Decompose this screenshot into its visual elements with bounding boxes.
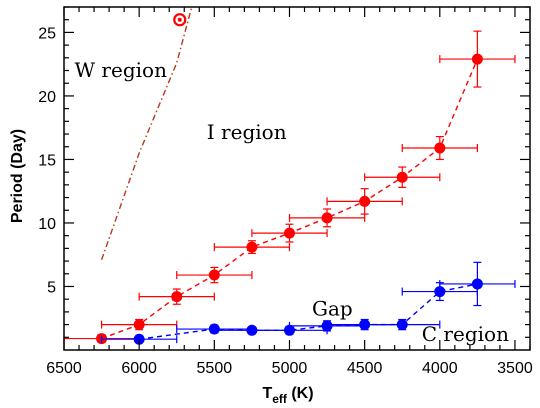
series-0-point bbox=[171, 291, 183, 303]
y-tick-label: 15 bbox=[38, 152, 56, 169]
plot-frame bbox=[63, 6, 531, 351]
series-0-point bbox=[359, 195, 371, 207]
series-1-point bbox=[396, 319, 408, 331]
series-0-point bbox=[283, 227, 295, 239]
y-tick-label: 25 bbox=[38, 25, 56, 42]
x-tick-label: 4500 bbox=[347, 360, 383, 377]
x-tick-label: 3500 bbox=[497, 360, 533, 377]
region-label: Gap bbox=[312, 297, 353, 321]
y-tick-label: 5 bbox=[47, 279, 56, 296]
series-1-point bbox=[471, 278, 483, 290]
series-0-point bbox=[246, 241, 258, 253]
series-0-point bbox=[471, 53, 483, 65]
series-0-point bbox=[434, 142, 446, 154]
series-1-point bbox=[434, 286, 446, 298]
x-axis-title-main: T bbox=[262, 385, 272, 402]
y-axis-title: Period (Day) bbox=[9, 129, 26, 223]
axes: Period (Day) Teff (K) 6500 6000 5500 5000 45… bbox=[9, 6, 533, 406]
y-tick-label: 10 bbox=[38, 216, 56, 233]
series-1-line bbox=[139, 283, 478, 340]
series-0-point bbox=[396, 171, 408, 183]
plot-layer: W region I region Gap C region bbox=[63, 6, 516, 346]
special-marker-dot bbox=[177, 17, 182, 22]
x-tick-label: 5000 bbox=[272, 360, 308, 377]
special-marker-ring bbox=[173, 13, 187, 27]
y-tick-label: 20 bbox=[38, 89, 56, 106]
series-1-point bbox=[283, 324, 295, 336]
region-label: C region bbox=[422, 322, 509, 346]
x-tick-label: 5500 bbox=[197, 360, 233, 377]
x-axis-title-unit: (K) bbox=[287, 385, 314, 402]
x-tick-label: 6000 bbox=[121, 360, 157, 377]
series-2-line bbox=[100, 6, 193, 261]
series-1-point bbox=[133, 333, 145, 345]
series-0-point bbox=[208, 269, 220, 281]
region-label: W region bbox=[75, 58, 168, 82]
x-tick-label: 4000 bbox=[422, 360, 458, 377]
series-0-point bbox=[321, 212, 333, 224]
x-tick-label: 6500 bbox=[46, 360, 82, 377]
series-0-point bbox=[133, 319, 145, 331]
x-axis-title: Teff (K) bbox=[262, 385, 313, 406]
x-axis-title-sub: eff bbox=[272, 392, 288, 406]
region-label: I region bbox=[207, 120, 287, 144]
